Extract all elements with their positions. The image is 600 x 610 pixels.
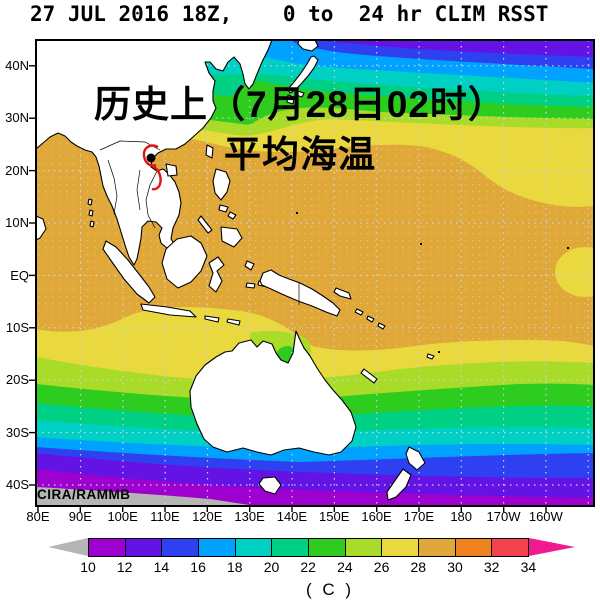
lat-label-20S: 20S: [5, 372, 29, 388]
land-kyushu: [286, 94, 295, 105]
lon-label-170E: 170E: [403, 509, 435, 524]
colorbar-segment-24-26: [345, 539, 383, 556]
lon-label-160E: 160E: [361, 509, 392, 524]
lat-label-40N: 40N: [5, 58, 29, 73]
land-shikoku: [295, 90, 305, 98]
colorbar-segment-12-14: [125, 539, 163, 556]
land-taiwan: [205, 144, 214, 159]
colorbar-segment-26-28: [382, 539, 420, 556]
land-honshu: [287, 55, 319, 94]
colorbar-segment-32-34: [492, 539, 529, 556]
lon-label-160W: 160W: [528, 509, 563, 524]
colorbar-below-min-arrow: [48, 538, 88, 556]
land-solomons-2: [366, 315, 375, 323]
lat-label-20N: 20N: [5, 162, 29, 178]
colorbar-segment-28-30: [419, 539, 456, 556]
small-islands: [296, 212, 569, 353]
lon-label-140E: 140E: [276, 509, 308, 524]
land-mindanao: [220, 226, 243, 248]
lon-label-80E: 80E: [26, 509, 50, 524]
lon-label-150E: 150E: [319, 509, 350, 524]
colorbar-unit-label: ( C ): [305, 580, 355, 599]
lon-label-180: 180: [450, 509, 473, 524]
land-solomons: [354, 308, 364, 316]
lat-label-40S: 40S: [5, 477, 29, 493]
land-hainan: [165, 163, 178, 177]
land-palawan: [197, 215, 213, 234]
land-lesser-sunda: [204, 315, 220, 323]
land-sulawesi: [208, 256, 225, 293]
colorbar-tick-34: 34: [520, 559, 537, 575]
colorbar-segment-16-18: [199, 539, 236, 556]
below-scale-gray-region: [36, 487, 256, 506]
land-australia: [189, 330, 357, 456]
land-seram: [245, 282, 256, 289]
band-n-12-14: [318, 40, 594, 57]
colorbar-above-max-arrow: [529, 538, 575, 556]
land-visayas: [218, 204, 229, 213]
land-sri-lanka: [36, 215, 47, 241]
cyclone-center-dot: [146, 153, 156, 163]
page-title: 27 JUL 2016 18Z, 0 to 24 hr CLIM RSST: [30, 2, 549, 26]
land-halmahera: [244, 260, 255, 271]
land-new-caledonia: [360, 368, 378, 384]
colorbar-tick-20: 20: [263, 559, 280, 575]
colorbar-tick-10: 10: [80, 559, 96, 575]
land-new-guinea: [259, 269, 341, 317]
colorbar-segment-20-22: [272, 539, 310, 556]
land-fiji: [426, 353, 435, 360]
colorbar-tick-12: 12: [116, 559, 133, 575]
lon-label-110E: 110E: [150, 509, 180, 524]
land-asia: [36, 40, 273, 266]
land-solomons-3: [377, 322, 386, 330]
credit-label: CIRA/RAMMB: [37, 487, 131, 502]
lat-label-10S: 10S: [5, 320, 29, 335]
colorbar-tick-32: 32: [483, 559, 500, 575]
colorbar-tick-14: 14: [153, 559, 170, 575]
land-lesser-sunda-2: [226, 318, 241, 326]
pocket-e-26-28: [555, 247, 594, 297]
lat-label-10N: 10N: [5, 215, 29, 231]
land-luzon: [212, 168, 231, 201]
lon-label-120E: 120E: [192, 509, 223, 524]
land-visayas-2: [227, 211, 237, 220]
colorbar-tick-16: 16: [190, 559, 206, 575]
lat-label-30S: 30S: [5, 424, 29, 440]
colorbar-tick-28: 28: [410, 559, 427, 575]
cyclone-marker: [142, 144, 162, 191]
lon-label-90E: 90E: [68, 509, 92, 524]
lat-label-EQ: EQ: [10, 267, 29, 283]
lon-label-170W: 170W: [486, 509, 521, 524]
land-tasmania: [258, 476, 282, 495]
land-nz-south: [386, 468, 412, 501]
map-border: [35, 39, 595, 507]
land-borneo: [161, 235, 208, 289]
ocean-temperature-bands: [36, 40, 594, 506]
colorbar-segment-14-16: [162, 539, 200, 556]
land-hokkaido: [297, 40, 319, 52]
colorbar-tick-18: 18: [227, 559, 243, 575]
colorbar-segment-30-32: [455, 539, 493, 556]
land-sumatra: [102, 240, 156, 304]
colorbar-tick-24: 24: [337, 559, 353, 575]
lon-label-100E: 100E: [107, 509, 138, 524]
land-java: [140, 303, 197, 318]
lon-label-130E: 130E: [234, 509, 265, 524]
colorbar-segment-22-24: [309, 539, 346, 556]
colorbar-tick-26: 26: [373, 559, 390, 575]
axis-ticks: [29, 65, 547, 512]
colorbar-segment-18-20: [235, 539, 273, 556]
colorbar-tick-22: 22: [300, 559, 316, 575]
colorbar-tick-30: 30: [447, 559, 463, 575]
land-masses: [36, 40, 435, 501]
land-new-britain: [333, 287, 352, 300]
colorbar: [88, 538, 529, 557]
land-andamans: [87, 198, 95, 228]
colorbar-segment-10-12: [89, 539, 126, 556]
lat-label-30N: 30N: [5, 110, 29, 126]
land-nz-north: [405, 446, 426, 471]
